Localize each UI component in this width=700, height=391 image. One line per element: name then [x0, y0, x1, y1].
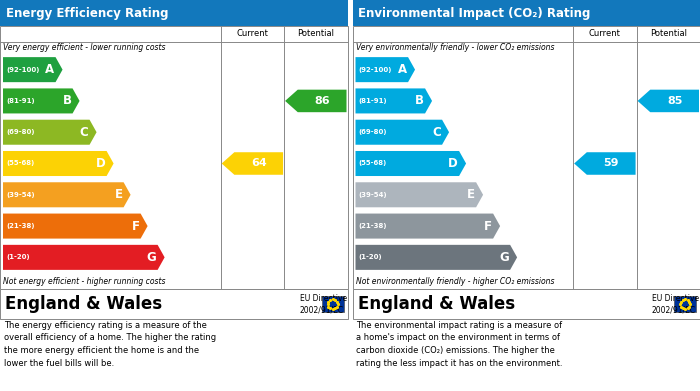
- Text: (1-20): (1-20): [6, 255, 29, 260]
- Text: B: B: [415, 95, 424, 108]
- Polygon shape: [3, 213, 148, 239]
- Text: B: B: [62, 95, 71, 108]
- Text: Energy Efficiency Rating: Energy Efficiency Rating: [6, 7, 169, 20]
- Polygon shape: [356, 245, 517, 270]
- Polygon shape: [3, 57, 62, 82]
- Polygon shape: [285, 90, 346, 112]
- Bar: [0, 289, 347, 319]
- Polygon shape: [3, 88, 80, 113]
- Text: Not environmentally friendly - higher CO₂ emissions: Not environmentally friendly - higher CO…: [356, 277, 554, 286]
- Text: England & Wales: England & Wales: [5, 295, 162, 313]
- Text: (69-80): (69-80): [358, 129, 387, 135]
- Text: (69-80): (69-80): [6, 129, 34, 135]
- Polygon shape: [356, 213, 500, 239]
- Bar: [0, 0, 347, 26]
- Text: G: G: [499, 251, 509, 264]
- Text: (81-91): (81-91): [6, 98, 34, 104]
- Text: England & Wales: England & Wales: [358, 295, 514, 313]
- Bar: [353, 289, 700, 319]
- Text: 64: 64: [251, 158, 267, 169]
- Polygon shape: [356, 57, 415, 82]
- Text: Potential: Potential: [298, 29, 335, 38]
- Text: Very energy efficient - lower running costs: Very energy efficient - lower running co…: [3, 43, 165, 52]
- Text: F: F: [484, 220, 492, 233]
- Text: Not energy efficient - higher running costs: Not energy efficient - higher running co…: [3, 277, 165, 286]
- Text: (39-54): (39-54): [358, 192, 387, 198]
- Text: Current: Current: [237, 29, 268, 38]
- Polygon shape: [638, 90, 699, 112]
- Text: (55-68): (55-68): [6, 160, 34, 167]
- Polygon shape: [3, 182, 131, 207]
- Text: C: C: [80, 126, 89, 139]
- Text: (81-91): (81-91): [358, 98, 387, 104]
- Text: 59: 59: [603, 158, 619, 169]
- Bar: [674, 296, 696, 312]
- Text: Current: Current: [589, 29, 621, 38]
- Text: C: C: [433, 126, 441, 139]
- Text: (92-100): (92-100): [358, 66, 392, 73]
- Bar: [321, 296, 344, 312]
- Text: A: A: [398, 63, 407, 76]
- Polygon shape: [574, 152, 636, 175]
- Text: F: F: [132, 220, 139, 233]
- Text: (1-20): (1-20): [358, 255, 382, 260]
- Text: E: E: [467, 188, 475, 201]
- Bar: [353, 26, 700, 289]
- Text: (21-38): (21-38): [358, 223, 387, 229]
- Text: G: G: [147, 251, 157, 264]
- Text: Environmental Impact (CO₂) Rating: Environmental Impact (CO₂) Rating: [358, 7, 591, 20]
- Polygon shape: [3, 151, 113, 176]
- Polygon shape: [356, 88, 432, 113]
- Polygon shape: [356, 151, 466, 176]
- Text: A: A: [46, 63, 55, 76]
- Text: Very environmentally friendly - lower CO₂ emissions: Very environmentally friendly - lower CO…: [356, 43, 554, 52]
- Polygon shape: [3, 245, 164, 270]
- Text: (21-38): (21-38): [6, 223, 34, 229]
- Text: (92-100): (92-100): [6, 66, 39, 73]
- Text: 86: 86: [314, 96, 330, 106]
- Polygon shape: [222, 152, 283, 175]
- Text: D: D: [96, 157, 106, 170]
- Text: The environmental impact rating is a measure of
a home's impact on the environme: The environmental impact rating is a mea…: [356, 321, 563, 368]
- Text: EU Directive
2002/91/EC: EU Directive 2002/91/EC: [652, 294, 699, 314]
- Polygon shape: [3, 120, 97, 145]
- Bar: [0, 26, 347, 289]
- Text: (55-68): (55-68): [358, 160, 386, 167]
- Polygon shape: [356, 182, 483, 207]
- Text: D: D: [448, 157, 458, 170]
- Text: E: E: [115, 188, 122, 201]
- Text: The energy efficiency rating is a measure of the
overall efficiency of a home. T: The energy efficiency rating is a measur…: [4, 321, 216, 368]
- Polygon shape: [356, 120, 449, 145]
- Text: Potential: Potential: [650, 29, 687, 38]
- Text: EU Directive
2002/91/EC: EU Directive 2002/91/EC: [300, 294, 346, 314]
- Text: (39-54): (39-54): [6, 192, 34, 198]
- Bar: [353, 0, 700, 26]
- Text: 85: 85: [667, 96, 682, 106]
